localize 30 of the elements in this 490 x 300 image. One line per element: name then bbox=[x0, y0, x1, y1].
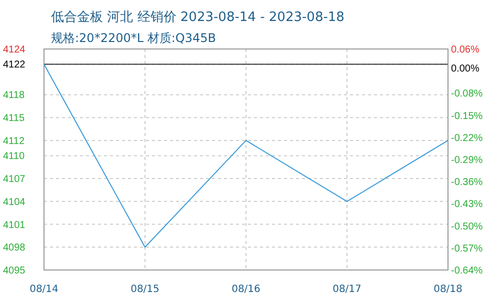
x-tick-label: 08/14 bbox=[30, 284, 58, 295]
y2-tick-label: -0.57% bbox=[451, 243, 483, 254]
y-tick-label: 4095 bbox=[3, 266, 26, 276]
x-tick-label: 08/16 bbox=[232, 284, 260, 295]
y-tick-label: 4118 bbox=[3, 90, 25, 102]
x-tick-label: 08/18 bbox=[434, 284, 462, 295]
y-tick-label: 4104 bbox=[3, 196, 26, 208]
y2-tick-label: -0.29% bbox=[451, 155, 483, 166]
y-tick-label: 4101 bbox=[3, 220, 26, 231]
y2-tick-label: -0.64% bbox=[451, 266, 483, 276]
y-tick-label: 4107 bbox=[3, 174, 26, 186]
y-tick-label: 4112 bbox=[3, 136, 25, 147]
chart-title: 低合金板 河北 经销价 2023-08-14 - 2023-08-18 bbox=[51, 10, 344, 25]
y2-tick-label: -0.15% bbox=[451, 110, 483, 122]
y-tick-label: 4098 bbox=[3, 242, 26, 254]
y2-tick-label: -0.50% bbox=[451, 221, 483, 232]
y2-tick-label: -0.22% bbox=[451, 132, 483, 144]
y-tick-label: 4124 bbox=[3, 44, 26, 56]
line-series bbox=[44, 64, 448, 248]
x-tick-label: 08/15 bbox=[130, 284, 160, 295]
y2-tick-label: -0.43% bbox=[451, 199, 483, 210]
y-tick-label: 4122 bbox=[3, 60, 26, 71]
y2-tick-label: 0.06% bbox=[451, 44, 480, 56]
y2-tick-label: -0.08% bbox=[451, 88, 483, 100]
chart-subtitle: 规格:20*2200*L 材质:Q345B bbox=[51, 31, 216, 45]
x-tick-label: 08/17 bbox=[332, 284, 362, 295]
y2-tick-label: -0.36% bbox=[451, 177, 483, 188]
y-tick-label: 4115 bbox=[3, 113, 25, 124]
y-tick-label: 4110 bbox=[3, 151, 25, 162]
y2-tick-label: 0.00% bbox=[451, 63, 480, 74]
